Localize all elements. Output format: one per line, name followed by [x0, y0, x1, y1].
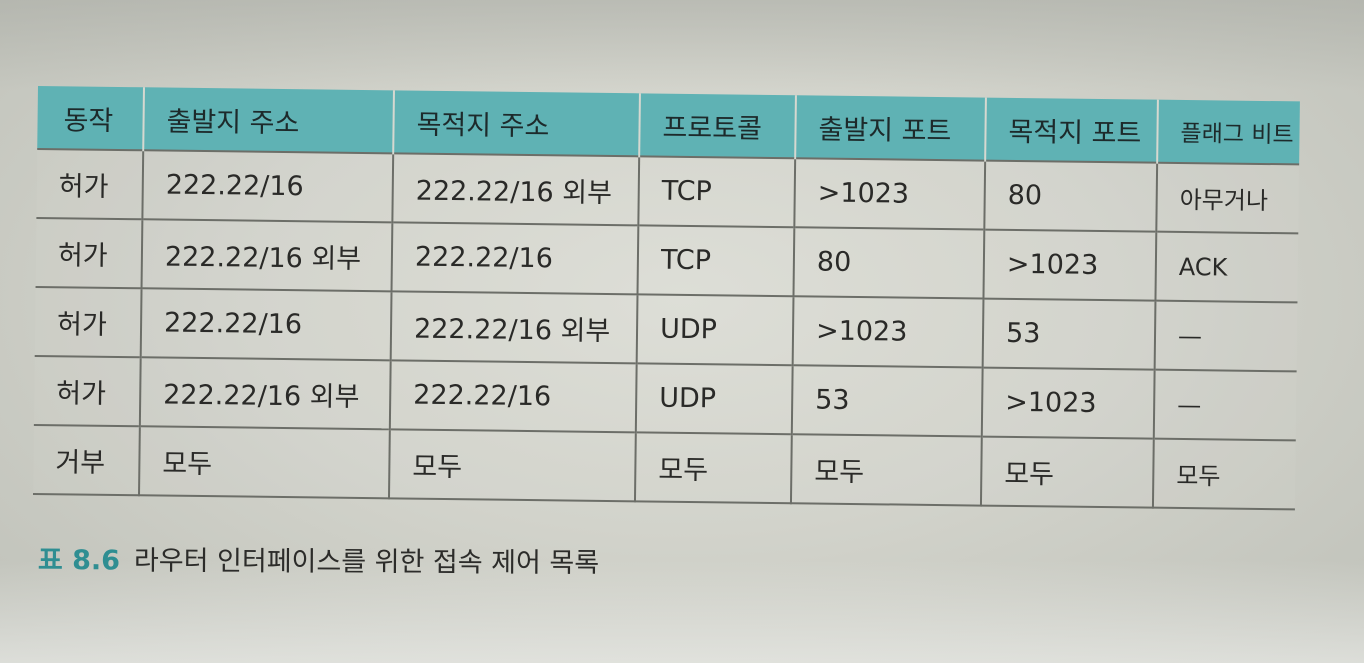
cell-source-address: 222.22/16 외부: [141, 219, 393, 292]
cell-flag-bit: 아무거나: [1156, 162, 1300, 234]
cell-destination-address: 222.22/16: [391, 222, 639, 295]
table-caption: 표 8.6 라우터 인터페이스를 위한 접속 제어 목록: [38, 538, 599, 580]
cell-source-address: 222.22/16: [142, 150, 394, 223]
cell-source-port: >1023: [792, 296, 984, 368]
cell-flag-bit: 모두: [1152, 438, 1296, 510]
cell-destination-address: 222.22/16 외부: [392, 153, 640, 226]
cell-source-port: 모두: [790, 434, 982, 506]
header-source-port: 출발지 포트: [795, 95, 986, 161]
cell-destination-port: 80: [984, 160, 1158, 232]
acl-table-container: 동작 출발지 주소 목적지 주소 프로토콜 출발지 포트 목적지 포트 플래그 …: [33, 86, 1300, 510]
cell-protocol: TCP: [637, 225, 795, 297]
cell-destination-port: 모두: [980, 436, 1154, 508]
cell-action: 거부: [33, 424, 140, 496]
cell-source-address: 222.22/16 외부: [139, 357, 391, 430]
table-number: 표 8.6: [37, 544, 121, 577]
table-row: 거부 모두 모두 모두 모두 모두 모두: [33, 424, 1296, 510]
cell-source-address: 222.22/16: [140, 288, 392, 361]
cell-action: 허가: [35, 217, 143, 289]
cell-destination-port: >1023: [983, 229, 1157, 301]
header-action: 동작: [37, 86, 144, 151]
access-control-list-table: 동작 출발지 주소 목적지 주소 프로토콜 출발지 포트 목적지 포트 플래그 …: [33, 86, 1300, 510]
cell-flag-bit: ACK: [1155, 231, 1299, 303]
cell-flag-bit: —: [1154, 300, 1298, 372]
header-destination-port: 목적지 포트: [985, 97, 1158, 163]
page-glare: [0, 560, 1364, 663]
cell-destination-address: 모두: [388, 429, 636, 502]
cell-source-port: 80: [793, 227, 985, 299]
cell-destination-port: 53: [982, 298, 1156, 370]
cell-source-address: 모두: [139, 426, 390, 499]
header-destination-address: 목적지 주소: [393, 90, 640, 157]
cell-action: 허가: [36, 148, 144, 220]
header-protocol: 프로토콜: [639, 93, 796, 159]
page-shadow: [0, 0, 1364, 90]
cell-action: 허가: [33, 355, 141, 427]
cell-flag-bit: —: [1153, 369, 1297, 441]
cell-source-port: >1023: [794, 158, 986, 230]
cell-protocol: TCP: [638, 156, 796, 228]
table-caption-text: 라우터 인터페이스를 위한 접속 제어 목록: [133, 545, 600, 579]
cell-protocol: UDP: [635, 363, 793, 435]
cell-protocol: 모두: [634, 432, 792, 504]
cell-destination-port: >1023: [981, 367, 1155, 439]
cell-destination-address: 222.22/16: [389, 360, 637, 433]
cell-protocol: UDP: [636, 294, 794, 366]
header-flag-bit: 플래그 비트: [1157, 99, 1300, 165]
cell-source-port: 53: [791, 365, 983, 437]
cell-action: 허가: [34, 286, 142, 358]
header-source-address: 출발지 주소: [143, 87, 394, 154]
cell-destination-address: 222.22/16 외부: [390, 291, 638, 364]
